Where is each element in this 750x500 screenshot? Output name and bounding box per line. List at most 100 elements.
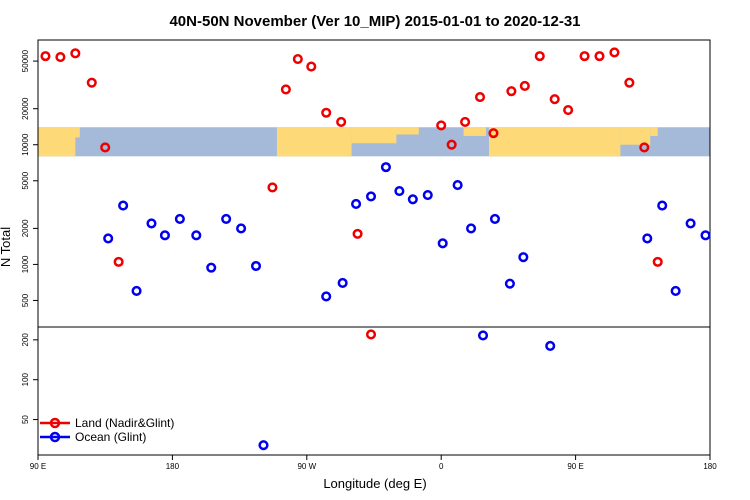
land-point-4 — [100, 142, 111, 153]
land-point-16 — [460, 116, 471, 128]
ocean-point-20 — [437, 238, 448, 249]
ocean-point-23 — [477, 330, 489, 341]
land-point-8 — [292, 53, 303, 65]
land-point-1 — [55, 52, 66, 63]
land-point-6 — [267, 182, 278, 193]
ocean-point-8 — [221, 213, 232, 224]
land-point-0 — [40, 51, 51, 62]
ocean-point-0 — [103, 233, 114, 244]
land-point-19 — [506, 86, 517, 97]
ocean-point-28 — [642, 233, 653, 244]
land-point-17 — [474, 92, 486, 103]
map-land-1 — [70, 127, 80, 138]
land-point-23 — [563, 104, 574, 116]
land-point-18 — [488, 128, 499, 139]
plot-frame — [37, 39, 711, 456]
land-point-15 — [446, 139, 457, 150]
ocean-point-3 — [146, 218, 157, 229]
ocean-point-13 — [337, 277, 348, 289]
land-point-12 — [352, 228, 363, 239]
ocean-point-5 — [174, 213, 185, 224]
legend-marker-land — [49, 417, 61, 429]
land-point-13 — [365, 329, 377, 340]
land-point-27 — [624, 77, 635, 88]
x-tick-label-0: 90 E — [30, 462, 46, 471]
axis-ticks: 90 E 180 90 W 0 90 E 180 500 1000 2000 5000 10000 2… — [21, 49, 717, 471]
ocean-point-31 — [685, 218, 696, 229]
land-point-24 — [579, 51, 590, 62]
y-tick-label-lo-1: 100 — [21, 372, 30, 386]
map-land-8 — [650, 127, 658, 136]
land-point-29 — [652, 256, 663, 267]
land-point-11 — [336, 116, 347, 128]
map-strip — [38, 127, 710, 157]
map-land-4 — [351, 127, 419, 135]
land-point-22 — [549, 94, 560, 105]
land-point-21 — [534, 51, 545, 62]
ocean-point-21 — [452, 180, 463, 191]
map-land-2 — [276, 127, 352, 157]
ocean-point-22 — [466, 223, 477, 234]
land-point-26 — [609, 47, 620, 58]
land-point-10 — [321, 107, 332, 118]
ocean-point-32 — [700, 230, 711, 241]
land-point-2 — [70, 48, 81, 59]
data-points — [40, 47, 711, 451]
x-tick-label-5: 180 — [703, 462, 717, 471]
ocean-point-19 — [422, 189, 433, 201]
x-tick-label-1: 180 — [166, 462, 180, 471]
ocean-point-18 — [407, 194, 418, 205]
y-tick-label-up-2: 2000 — [21, 219, 30, 237]
chart-title: 40N-50N November (Ver 10_MIP) 2015-01-01… — [169, 13, 580, 30]
map-land-0 — [38, 127, 76, 157]
land-point-7 — [280, 84, 291, 95]
ocean-point-30 — [670, 285, 681, 297]
land-point-5 — [113, 256, 124, 267]
land-point-9 — [306, 61, 317, 72]
y-tick-label-up-3: 5000 — [21, 171, 30, 189]
legend: Land (Nadir&Glint) Ocean (Glint) — [40, 416, 174, 444]
x-tick-label-4: 90 E — [567, 462, 583, 471]
x-tick-label-3: 0 — [439, 462, 444, 471]
ocean-point-4 — [159, 230, 170, 241]
ocean-point-10 — [250, 260, 262, 272]
legend-label-land: Land (Nadir&Glint) — [75, 416, 174, 430]
y-tick-label-lo-0: 50 — [21, 415, 30, 424]
ocean-point-15 — [365, 191, 377, 202]
y-tick-label-up-1: 1000 — [21, 255, 30, 273]
plot-box — [37, 39, 711, 456]
ocean-point-25 — [504, 278, 515, 289]
land-point-3 — [86, 77, 97, 88]
ocean-point-9 — [236, 223, 247, 234]
land-point-14 — [436, 120, 447, 131]
ocean-point-17 — [394, 186, 405, 197]
ocean-point-27 — [545, 340, 556, 351]
ocean-point-29 — [657, 200, 668, 211]
y-tick-label-lo-2: 200 — [21, 333, 30, 347]
ocean-point-12 — [321, 291, 332, 302]
y-tick-label-up-0: 500 — [21, 293, 30, 307]
ocean-point-24 — [489, 213, 501, 224]
ocean-point-7 — [206, 262, 217, 273]
x-axis-label: Longitude (deg E) — [323, 476, 426, 491]
ocean-point-2 — [131, 285, 142, 297]
land-point-25 — [594, 51, 605, 62]
map-sea — [436, 133, 447, 153]
map-land-7 — [620, 127, 651, 145]
y-tick-label-up-6: 50000 — [21, 49, 30, 72]
map-land-6 — [488, 127, 621, 157]
map-land-5 — [463, 127, 486, 136]
ocean-point-6 — [191, 230, 202, 241]
y-axis-label: N Total — [0, 227, 13, 267]
ocean-point-1 — [118, 200, 129, 211]
ocean-point-16 — [380, 162, 391, 173]
y-tick-label-up-4: 10000 — [21, 133, 30, 156]
y-tick-label-up-5: 20000 — [21, 97, 30, 120]
x-tick-label-2: 90 W — [297, 462, 316, 471]
ocean-point-14 — [351, 198, 362, 210]
ocean-point-11 — [258, 440, 269, 451]
legend-marker-ocean — [49, 431, 61, 443]
land-point-20 — [519, 80, 530, 91]
ocean-point-26 — [518, 252, 529, 263]
